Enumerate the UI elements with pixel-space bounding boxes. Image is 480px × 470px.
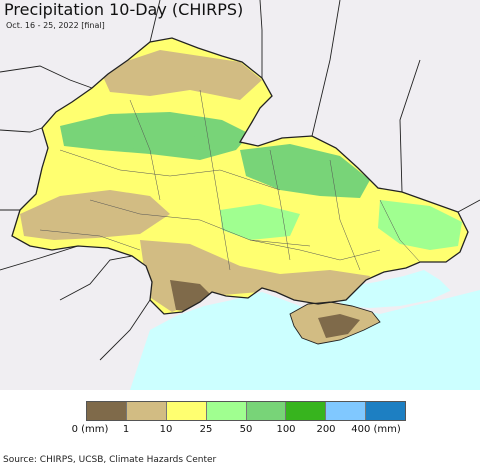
map-canvas (0, 0, 480, 390)
precip-patch-north-tan (100, 50, 262, 100)
legend-swatch (286, 402, 327, 420)
legend-label: 200 (316, 424, 336, 435)
neighbor-borders (0, 0, 480, 361)
legend-swatch (366, 402, 405, 420)
oblast-boundaries (39, 89, 421, 271)
precip-patch-east-green (240, 144, 370, 198)
legend-swatch (326, 402, 367, 420)
precip-patch-west-tan (20, 190, 170, 240)
crimea-brown-patch (318, 314, 360, 338)
legend-swatch (246, 402, 287, 420)
legend-label: 50 (239, 424, 253, 435)
legend-swatch (166, 402, 207, 420)
legend-label: 400 (mm) (351, 424, 401, 435)
legend-label: 100 (276, 424, 296, 435)
legend-label: 10 (159, 424, 173, 435)
black-sea (130, 290, 480, 390)
crimea-border (289, 301, 381, 345)
precip-patch-north-darkgreen (110, 122, 200, 154)
legend-swatch (87, 402, 127, 420)
legend-labels: 0 (mm) 1 10 25 50 100 200 400 (mm) (0, 424, 480, 438)
page-title: Precipitation 10-Day (CHIRPS) (4, 0, 244, 19)
precip-patch-central-green (220, 204, 300, 240)
russia-coast-east (440, 270, 480, 292)
legend-swatch (206, 402, 247, 420)
legend-label: 0 (mm) (71, 424, 109, 435)
date-range: Oct. 16 - 25, 2022 [final] (6, 21, 105, 30)
legend-colorbar (86, 401, 406, 421)
legend-swatch (126, 402, 167, 420)
sea-of-azov (330, 270, 452, 308)
source-credit: Source: CHIRPS, UCSB, Climate Hazards Ce… (3, 455, 217, 465)
legend-label: 1 (122, 424, 130, 435)
legend-label: 25 (199, 424, 213, 435)
